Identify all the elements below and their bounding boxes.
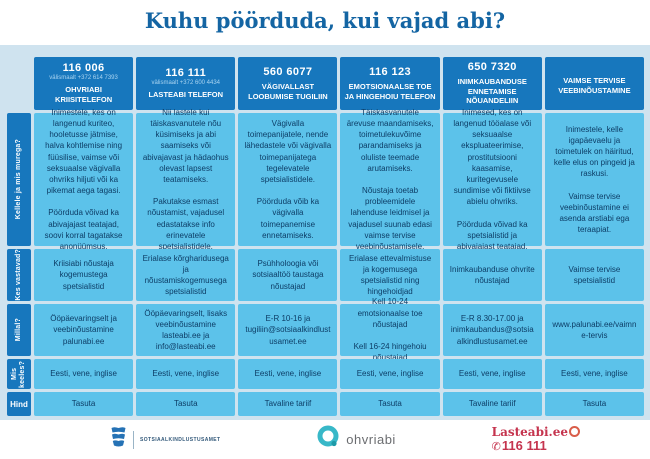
ohvriabi-label: ohvriabi	[346, 432, 396, 447]
table-cell: Eesti, vene, inglise	[442, 359, 542, 389]
table-panel: 116 006 välismaalt +372 614 7393 OHVRIAB…	[0, 45, 650, 420]
helpline-name: INIMKAUBANDUSE ENNETAMISE NÕUANDELIIN	[457, 76, 527, 106]
row-label-kes-vastavad: Kes vastavad?	[7, 249, 31, 301]
helpline-name: VAIMSE TERVISE VEEBINÕUSTAMINE	[558, 75, 631, 95]
logo-divider	[133, 430, 134, 449]
column-header-vaimne-tervis: VAIMSE TERVISE VEEBINÕUSTAMINE	[544, 57, 644, 110]
footer-logos: Sotsiaalkindlustusamet ohvriabi Lasteabi…	[0, 420, 650, 459]
row-label-text: Kes vastavad?	[14, 249, 22, 301]
helpline-name: LASTEABI TELEFON	[148, 90, 224, 100]
column-header-lasteabi: 116 111 välismaalt +372 600 4434 LASTEAB…	[136, 57, 236, 110]
row-label-text: Hind	[10, 399, 28, 409]
abroad-number: välismaalt +372 600 4434	[151, 80, 221, 87]
phone-number: 116 123	[369, 65, 412, 78]
row-label-hind: Hind	[7, 392, 31, 416]
table-corner	[7, 57, 31, 110]
abroad-number: välismaalt +372 614 7393	[49, 75, 118, 82]
ohvriabi-circle-icon	[316, 425, 340, 454]
table-cell: E-R 8.30-17.00 ja inimkaubandus@sotsiaal…	[442, 304, 542, 356]
column-header-vagivallast: 560 6077 VÄGIVALLAST LOOBUMISE TUGILIIN	[238, 57, 338, 110]
table-cell: Täiskasvanutele ärevuse maandamiseks, to…	[340, 108, 440, 251]
estonia-coat-of-arms-icon	[110, 426, 127, 453]
row-label-kellele: Kellele ja mis murega?	[7, 113, 31, 246]
sotsiaalkindlustusamet-label: Sotsiaalkindlustusamet	[140, 436, 221, 443]
helpline-name: VÄGIVALLAST LOOBUMISE TUGILIIN	[248, 81, 328, 101]
table-cell: Nii lastele kui täiskasvanutele nõu küsi…	[136, 108, 236, 251]
table-cell: Psühholoogia või sotsiaaltöö taustaga nõ…	[238, 249, 338, 301]
table-cell: Inimkaubanduse ohvrite nõustajad	[442, 249, 542, 301]
ohvriabi-logo: ohvriabi	[316, 425, 396, 454]
lasteabi-number: ✆116 111	[491, 438, 547, 453]
column-header-emotsionaalne: 116 123 EMOTSIONAALSE TOE JA HINGEHOIU T…	[340, 57, 440, 110]
table-cell: www.palunabi.ee/vaimne-tervis	[544, 304, 644, 356]
column-header-inimkaubandus: 650 7320 INIMKAUBANDUSE ENNETAMISE NÕUAN…	[442, 57, 542, 110]
table-cell: Inimesed, kes on langenud tööalase või s…	[442, 108, 542, 251]
row-label-text: Millal?	[14, 318, 22, 342]
lasteabi-ring-icon	[568, 426, 580, 437]
table-cell: Tasuta	[340, 392, 440, 416]
table-cell: Tasuta	[544, 392, 644, 416]
table-cell: Inimestele, kes on langenud kuriteo, hoo…	[34, 108, 134, 251]
page-title: Kuhu pöörduda, kui vajad abi?	[144, 8, 506, 33]
row-label-text: Mis keeles?	[10, 360, 26, 388]
table-cell: Tavaline tariif	[442, 392, 542, 416]
table-cell: Inimestele, kelle igapäevaelu ja toimetu…	[544, 113, 644, 246]
lasteabi-label: Lasteabi.ee	[492, 426, 580, 438]
sotsiaalkindlustusamet-logo: Sotsiaalkindlustusamet	[110, 426, 221, 453]
table-cell: Eesti, vene, inglise	[238, 359, 338, 389]
table-cell: Eesti, vene, inglise	[34, 359, 134, 389]
table-cell: Tasuta	[136, 392, 236, 416]
table-cell: Tasuta	[34, 392, 134, 416]
column-header-ohvriabi: 116 006 välismaalt +372 614 7393 OHVRIAB…	[34, 57, 134, 110]
phone-number: 560 6077	[263, 65, 313, 78]
table-cell: Tavaline tariif	[238, 392, 338, 416]
table-cell: Eesti, vene, inglise	[136, 359, 236, 389]
row-label-mis-keeles: Mis keeles?	[7, 359, 31, 389]
phone-number: 116 006	[62, 62, 105, 75]
phone-number: 650 7320	[467, 60, 517, 73]
helpline-name: EMOTSIONAALSE TOE JA HINGEHOIU TELEFON	[344, 81, 436, 101]
table-cell: Ööpäevaringselt, lisaks veebinõustamine …	[136, 304, 236, 356]
row-label-millal: Millal?	[7, 304, 31, 356]
phone-number: 116 111	[165, 67, 207, 80]
help-table: 116 006 välismaalt +372 614 7393 OHVRIAB…	[0, 45, 650, 420]
table-cell: Erialase kõrgharidusega ja nõustamiskoge…	[136, 249, 236, 301]
table-cell: Kriisiabi nõustaja kogemustega spetsiali…	[34, 249, 134, 301]
helpline-name: OHVRIABI KRIISITELEFON	[55, 85, 113, 104]
phone-handset-icon: ✆	[491, 441, 501, 453]
table-cell: Vaimse tervise spetsialistid	[544, 249, 644, 301]
table-cell: Ööpäevaringselt ja veebinõustamine palun…	[34, 304, 134, 356]
table-cell: Eesti, vene, inglise	[544, 359, 644, 389]
table-cell: Eesti, vene, inglise	[340, 359, 440, 389]
table-cell: Erialase ettevalmistuse ja kogemusega sp…	[340, 249, 440, 301]
table-cell: E-R 10-16 ja tugiliin@sotsiaalkindlustus…	[238, 304, 338, 356]
table-cell: Vägivalla toimepanijatele, nende lähedas…	[238, 113, 338, 246]
lasteabi-logo: Lasteabi.ee ✆116 111	[492, 426, 580, 453]
row-label-text: Kellele ja mis murega?	[14, 139, 22, 220]
table-cell: Kell 10-24 emotsionaalse toe nõustajad K…	[340, 297, 440, 362]
